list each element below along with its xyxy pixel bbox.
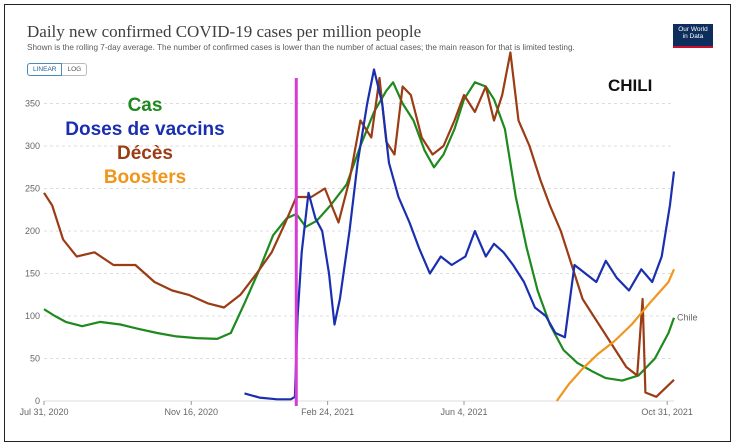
series-end-label: Chile bbox=[677, 313, 698, 323]
chart-subtitle: Shown is the rolling 7-day average. The … bbox=[27, 43, 575, 52]
legend-item-boosters: Boosters bbox=[103, 167, 187, 188]
legend-item-deces: Décès bbox=[117, 143, 173, 164]
x-tick-label: Feb 24, 2021 bbox=[301, 407, 354, 417]
legend: Cas Doses de vaccins Décès Boosters bbox=[0, 94, 290, 190]
y-tick-label: 350 bbox=[25, 99, 40, 109]
legend-item-cas: Cas bbox=[127, 95, 163, 116]
legend-item-doses: Doses de vaccins bbox=[65, 119, 225, 140]
x-tick-label: Jul 31, 2020 bbox=[19, 407, 68, 417]
series-line bbox=[43, 51, 675, 398]
y-tick-label: 200 bbox=[25, 226, 40, 236]
country-label: CHILI bbox=[608, 76, 653, 95]
y-tick-label: 50 bbox=[30, 354, 40, 364]
chart-frame bbox=[4, 4, 731, 442]
series-line bbox=[555, 268, 676, 402]
y-tick-label: 150 bbox=[25, 269, 40, 279]
series-line bbox=[43, 81, 676, 382]
chart-title: Daily new confirmed COVID-19 cases per m… bbox=[27, 22, 422, 41]
y-tick-label: 0 bbox=[35, 396, 40, 406]
y-tick-label: 250 bbox=[25, 184, 40, 194]
x-tick-label: Oct 31, 2021 bbox=[641, 407, 693, 417]
y-tick-label: 300 bbox=[25, 141, 40, 151]
x-tick-label: Jun 4, 2021 bbox=[440, 407, 487, 417]
y-tick-label: 100 bbox=[25, 311, 40, 321]
linear-scale-button[interactable]: LINEAR bbox=[27, 63, 63, 76]
x-tick-label: Nov 16, 2020 bbox=[164, 407, 218, 417]
scale-toggle: LINEAR LOG bbox=[27, 63, 88, 76]
series-line bbox=[244, 68, 676, 401]
log-scale-button[interactable]: LOG bbox=[62, 63, 88, 76]
owid-logo[interactable]: Our World in Data bbox=[673, 24, 713, 48]
